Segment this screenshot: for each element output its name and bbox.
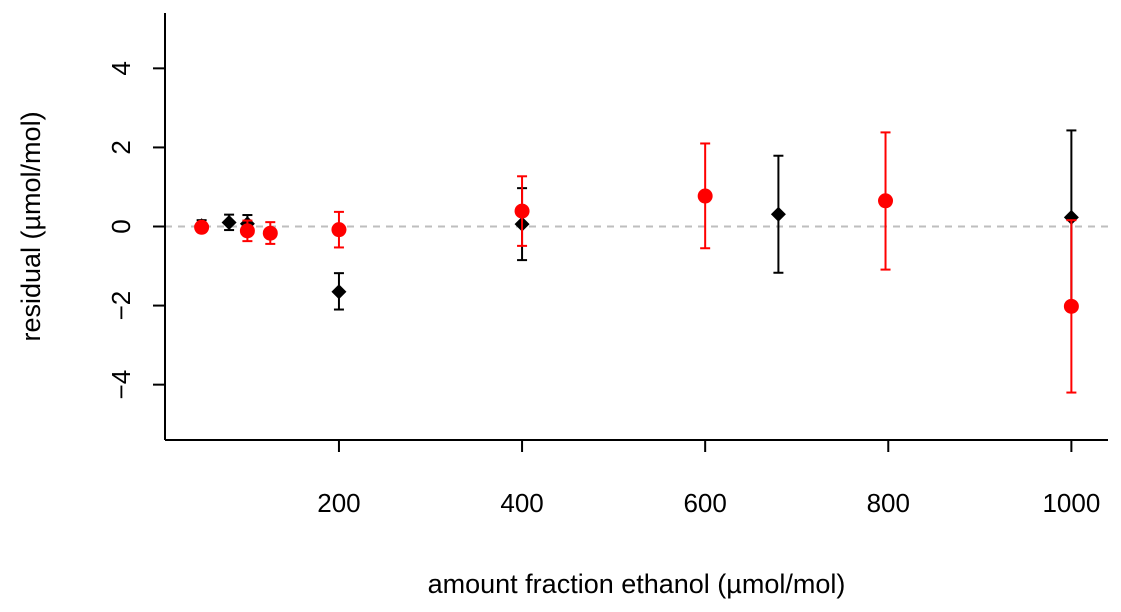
data-point-circle [697, 188, 713, 204]
x-tick-label: 600 [683, 488, 726, 518]
data-point-diamond [331, 284, 347, 300]
data-point-diamond [221, 215, 237, 231]
x-axis-title: amount fraction ethanol (µmol/mol) [428, 569, 846, 599]
y-axis-title: residual (µmol/mol) [16, 111, 46, 341]
series-circle [194, 131, 1079, 394]
y-tick-label: −2 [106, 291, 136, 321]
x-axis-ticks: 200 400 600 800 1000 [317, 440, 1100, 518]
y-tick-label: 4 [106, 61, 136, 75]
x-tick-label: 800 [867, 488, 910, 518]
series-diamond [194, 129, 1079, 311]
y-tick-label: 0 [106, 219, 136, 233]
data-point-circle [878, 193, 894, 209]
plot-marks [165, 129, 1108, 394]
x-tick-label: 200 [317, 488, 360, 518]
data-point-circle [239, 223, 255, 239]
data-point-diamond [770, 206, 786, 222]
data-point-circle [1063, 298, 1079, 314]
x-tick-label: 400 [500, 488, 543, 518]
data-point-circle [514, 203, 530, 219]
data-point-circle [331, 222, 347, 238]
y-tick-label: 2 [106, 140, 136, 154]
x-tick-label: 1000 [1042, 488, 1100, 518]
y-tick-label: −4 [106, 370, 136, 400]
data-point-circle [262, 225, 278, 241]
data-point-circle [194, 219, 210, 235]
y-axis-ticks: −4 −2 0 2 4 [106, 61, 165, 399]
